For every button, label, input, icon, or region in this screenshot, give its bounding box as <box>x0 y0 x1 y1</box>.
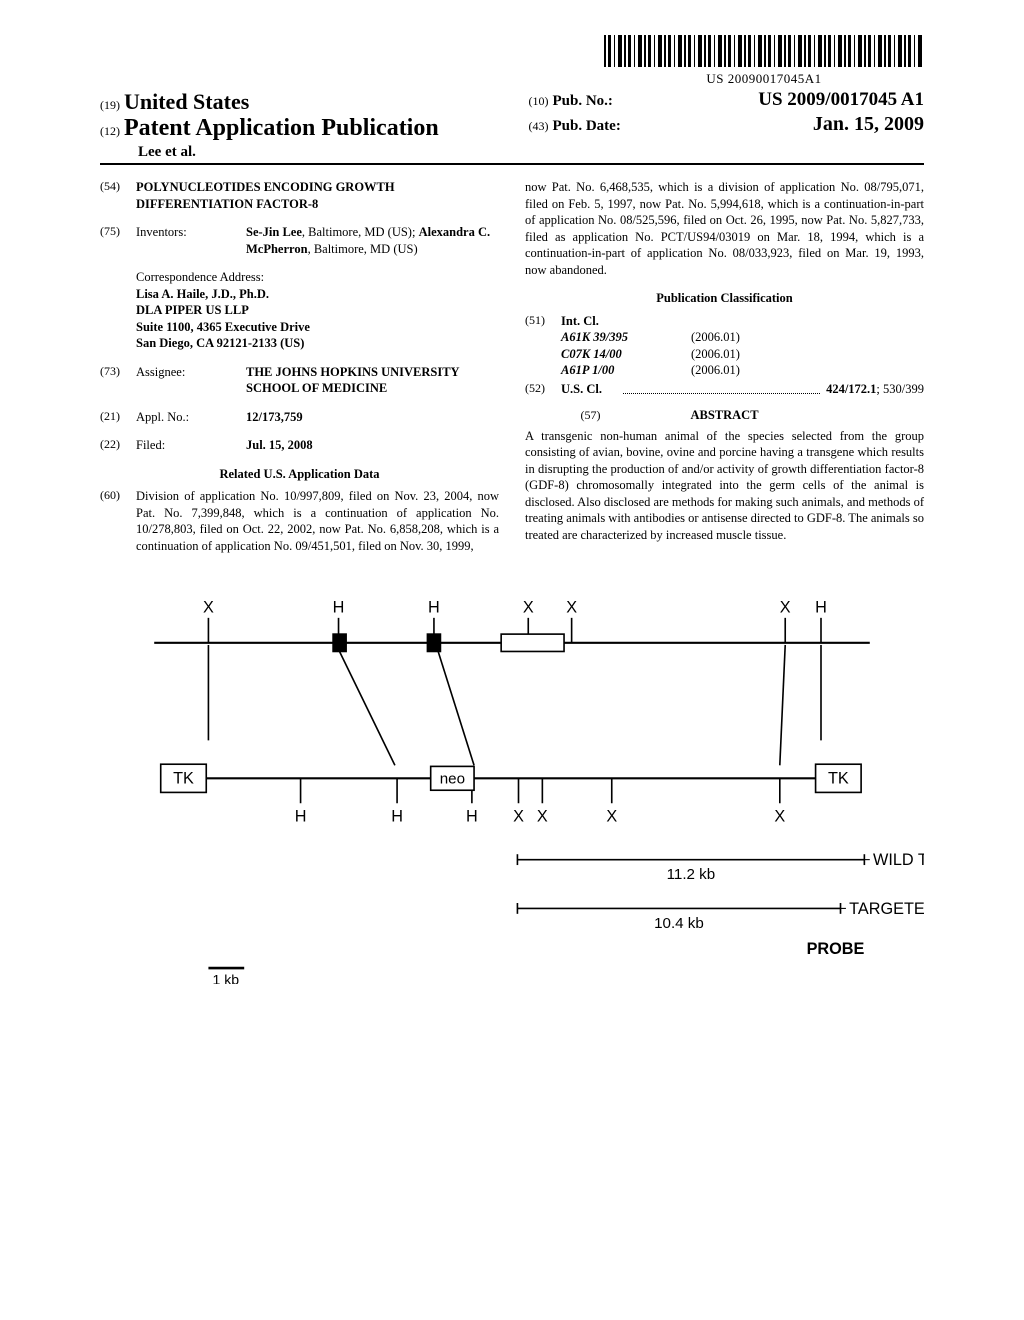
svg-text:10.4 kb: 10.4 kb <box>654 915 704 932</box>
filed-code: (22) <box>100 437 136 454</box>
doc-type: Patent Application Publication <box>124 115 439 141</box>
left-column: (54) POLYNUCLEOTIDES ENCODING GROWTH DIF… <box>100 179 499 554</box>
related-heading: Related U.S. Application Data <box>100 466 499 483</box>
country-code: (19) <box>100 98 120 112</box>
related-continued: now Pat. No. 6,468,535, which is a divis… <box>525 179 924 278</box>
filed-value: Jul. 15, 2008 <box>246 437 499 454</box>
svg-text:TK: TK <box>828 770 849 788</box>
svg-text:X: X <box>513 808 524 826</box>
svg-text:H: H <box>333 598 345 616</box>
intcl-ver-1: (2006.01) <box>691 346 740 363</box>
correspondence-line-0: Lisa A. Haile, J.D., Ph.D. <box>136 286 499 303</box>
related-code: (60) <box>100 488 136 554</box>
intcl-code: (51) <box>525 313 561 330</box>
intcl-class-2: A61P 1/00 <box>561 362 691 379</box>
intcl-ver-2: (2006.01) <box>691 362 740 379</box>
svg-text:X: X <box>606 808 617 826</box>
title-text: POLYNUCLEOTIDES ENCODING GROWTH DIFFEREN… <box>136 179 499 212</box>
pubdate-value: Jan. 15, 2009 <box>813 113 924 136</box>
barcode-text: US 20090017045A1 <box>604 71 924 87</box>
related-text: Division of application No. 10/997,809, … <box>136 488 499 554</box>
correspondence-label: Correspondence Address: <box>136 269 499 286</box>
correspondence-line-1: DLA PIPER US LLP <box>136 302 499 319</box>
document-header: (19) United States (12) Patent Application… <box>100 89 924 165</box>
svg-text:H: H <box>466 808 478 826</box>
filed-section: (22) Filed: Jul. 15, 2008 <box>100 437 499 454</box>
svg-text:H: H <box>428 598 440 616</box>
svg-text:X: X <box>203 598 214 616</box>
pubno-value: US 2009/0017045 A1 <box>758 89 924 111</box>
right-column: now Pat. No. 6,468,535, which is a divis… <box>525 179 924 554</box>
intcl-ver-0: (2006.01) <box>691 329 740 346</box>
correspondence-line-2: Suite 1100, 4365 Executive Drive <box>136 319 499 336</box>
svg-text:WILD TYPE: WILD TYPE <box>873 851 924 869</box>
correspondence-line-3: San Diego, CA 92121-2133 (US) <box>136 335 499 352</box>
svg-text:X: X <box>774 808 785 826</box>
uscl-label: U.S. Cl. <box>561 381 617 398</box>
title-code: (54) <box>100 179 136 212</box>
pubdate-label: Pub. Date: <box>552 118 620 135</box>
doc-type-code: (12) <box>100 124 120 138</box>
svg-text:X: X <box>537 808 548 826</box>
assignee-label: Assignee: <box>136 364 246 397</box>
pubdate-code: (43) <box>528 119 548 134</box>
title-section: (54) POLYNUCLEOTIDES ENCODING GROWTH DIF… <box>100 179 499 212</box>
inventors-code: (75) <box>100 224 136 257</box>
abstract-text: A transgenic non-human animal of the spe… <box>525 428 924 544</box>
intcl-label: Int. Cl. <box>561 313 599 330</box>
assignee-text: THE JOHNS HOPKINS UNIVERSITY SCHOOL OF M… <box>246 364 499 397</box>
pubno-code: (10) <box>528 94 548 109</box>
svg-text:TARGETED: TARGETED <box>849 900 924 918</box>
svg-text:neo: neo <box>440 771 465 788</box>
svg-text:TK: TK <box>173 770 194 788</box>
svg-text:PROBE: PROBE <box>807 940 865 958</box>
uscl-main: 424/172.1 <box>826 381 876 398</box>
related-section: (60) Division of application No. 10/997,… <box>100 488 499 554</box>
country-name: United States <box>124 89 249 114</box>
inventors-label: Inventors: <box>136 224 246 257</box>
pubno-label: Pub. No.: <box>552 93 612 110</box>
uscl-section: (52) U.S. Cl. 424/172.1; 530/399 <box>525 381 924 398</box>
svg-text:11.2 kb: 11.2 kb <box>667 866 716 883</box>
uscl-code: (52) <box>525 381 561 398</box>
applno-value: 12/173,759 <box>246 409 499 426</box>
svg-text:X: X <box>566 598 577 616</box>
header-authors: Lee et al. <box>138 144 439 161</box>
inventors-section: (75) Inventors: Se-Jin Lee, Baltimore, M… <box>100 224 499 257</box>
barcode-area: US 20090017045A1 <box>100 35 924 87</box>
svg-text:H: H <box>391 808 403 826</box>
svg-text:1 kb: 1 kb <box>212 971 239 984</box>
abstract-code: (57) <box>580 408 600 424</box>
svg-text:H: H <box>295 808 307 826</box>
barcode-graphic <box>604 35 924 67</box>
abstract-heading: (57) ABSTRACT <box>525 407 924 424</box>
pubclass-heading: Publication Classification <box>525 290 924 307</box>
abstract-label: ABSTRACT <box>690 407 758 424</box>
assignee-section: (73) Assignee: THE JOHNS HOPKINS UNIVERS… <box>100 364 499 397</box>
intcl-section: (51) Int. Cl. A61K 39/395(2006.01) C07K … <box>525 313 924 379</box>
svg-text:X: X <box>780 598 791 616</box>
correspondence-block: Correspondence Address: Lisa A. Haile, J… <box>136 269 499 352</box>
applno-code: (21) <box>100 409 136 426</box>
figure-diagram: XHHXXXH HHHXXXX TK TK neo 11.2 kbWILD TY… <box>100 594 924 987</box>
svg-text:X: X <box>523 598 534 616</box>
intcl-class-1: C07K 14/00 <box>561 346 691 363</box>
svg-text:H: H <box>815 598 827 616</box>
assignee-code: (73) <box>100 364 136 397</box>
applno-section: (21) Appl. No.: 12/173,759 <box>100 409 499 426</box>
uscl-sec: ; 530/399 <box>876 381 924 398</box>
applno-label: Appl. No.: <box>136 409 246 426</box>
filed-label: Filed: <box>136 437 246 454</box>
body-columns: (54) POLYNUCLEOTIDES ENCODING GROWTH DIF… <box>100 179 924 554</box>
intcl-class-0: A61K 39/395 <box>561 329 691 346</box>
